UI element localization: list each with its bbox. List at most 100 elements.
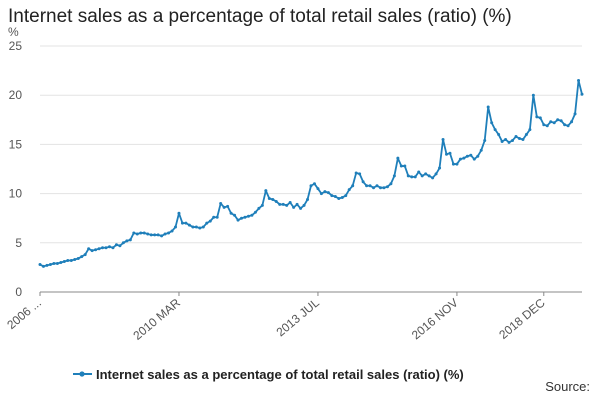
data-point: [340, 196, 344, 200]
data-point: [392, 174, 396, 178]
data-point: [194, 225, 198, 229]
data-point: [174, 225, 177, 229]
data-point: [250, 213, 254, 217]
data-point: [160, 234, 164, 238]
data-point: [483, 138, 487, 142]
data-point: [333, 195, 337, 199]
data-point: [469, 153, 473, 157]
data-point: [55, 261, 59, 265]
data-point: [191, 225, 195, 229]
data-point: [312, 182, 316, 186]
data-point: [476, 154, 480, 158]
series-line: [39, 79, 583, 268]
data-point: [149, 233, 153, 237]
data-point: [326, 191, 330, 195]
data-point: [73, 258, 77, 262]
data-point: [396, 156, 400, 160]
data-point: [111, 246, 115, 250]
data-point: [180, 221, 184, 225]
data-point: [187, 223, 191, 227]
legend-entry: Internet sales as a percentage of total …: [96, 367, 464, 382]
data-point: [354, 171, 358, 175]
data-point: [552, 121, 556, 125]
y-tick-label: 0: [15, 285, 22, 299]
data-point: [434, 172, 438, 176]
legend-point-swatch: [79, 371, 85, 377]
data-point: [41, 264, 45, 268]
data-point: [441, 137, 445, 141]
data-point: [358, 172, 362, 176]
data-point: [559, 119, 563, 123]
data-point: [549, 120, 553, 124]
data-point: [299, 206, 303, 210]
y-tick-label: 5: [15, 236, 22, 250]
data-point: [472, 157, 476, 161]
data-point: [462, 156, 466, 160]
data-point: [524, 133, 528, 137]
data-point: [399, 164, 403, 168]
data-point: [257, 206, 261, 210]
data-point: [236, 218, 240, 222]
data-point: [146, 232, 150, 236]
data-point: [514, 135, 518, 139]
data-point: [208, 219, 212, 223]
data-point: [493, 128, 497, 132]
data-point: [59, 260, 63, 264]
data-point: [385, 185, 389, 189]
data-point: [198, 226, 202, 230]
data-point: [566, 124, 570, 128]
data-point: [267, 197, 271, 201]
data-point: [170, 229, 174, 233]
data-point: [295, 202, 299, 206]
data-point: [45, 263, 49, 267]
data-point: [577, 78, 581, 82]
legend: Internet sales as a percentage of total …: [73, 367, 464, 382]
data-point: [319, 192, 323, 196]
data-point: [413, 175, 417, 179]
data-point: [253, 210, 257, 214]
data-point: [372, 186, 376, 190]
data-point: [288, 200, 292, 204]
data-point: [504, 137, 508, 141]
data-point: [246, 214, 250, 218]
data-point: [87, 247, 91, 251]
data-point: [368, 184, 372, 188]
data-point: [62, 260, 66, 263]
data-point: [538, 116, 542, 120]
source-label: Source:: [545, 379, 590, 394]
data-point: [229, 211, 233, 215]
data-point: [351, 184, 355, 188]
data-point: [403, 164, 407, 168]
data-point: [542, 123, 546, 127]
data-point: [76, 257, 80, 261]
data-point: [427, 174, 431, 178]
data-point: [243, 215, 247, 219]
data-point: [521, 137, 525, 141]
data-point: [431, 176, 435, 180]
data-point: [465, 154, 469, 158]
data-point: [156, 233, 160, 237]
data-point: [438, 166, 442, 170]
data-point: [545, 124, 549, 128]
data-point: [382, 186, 386, 190]
data-point: [132, 231, 136, 235]
data-point: [573, 112, 577, 116]
data-point: [580, 92, 584, 96]
data-point: [410, 175, 414, 179]
y-tick-label: 25: [9, 39, 23, 53]
data-point: [389, 182, 393, 186]
data-point: [278, 202, 282, 206]
data-point: [528, 128, 532, 132]
data-point: [455, 162, 459, 166]
data-point: [94, 248, 98, 252]
data-point: [177, 211, 181, 215]
x-tick-label: 2010 MAR: [130, 295, 183, 342]
data-point: [375, 184, 379, 188]
x-tick-label: 2018 DEC: [496, 295, 548, 342]
data-point: [107, 245, 111, 249]
data-point: [306, 198, 310, 201]
data-point: [52, 261, 56, 265]
data-point: [500, 139, 504, 143]
data-point: [212, 215, 216, 219]
